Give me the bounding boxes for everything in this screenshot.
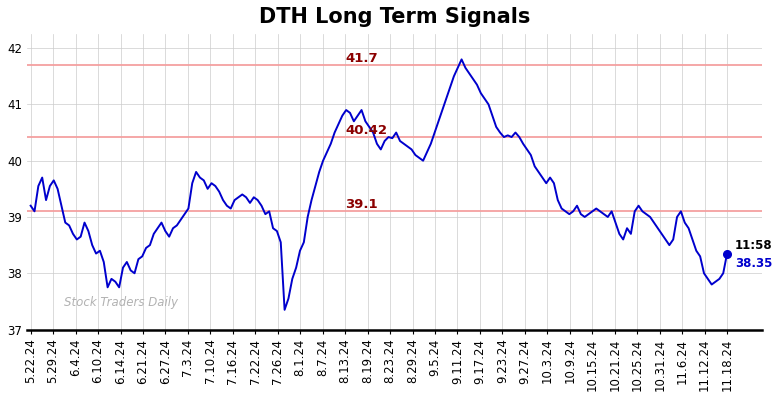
Text: 41.7: 41.7 bbox=[345, 52, 378, 64]
Text: 38.35: 38.35 bbox=[735, 257, 772, 270]
Text: 40.42: 40.42 bbox=[345, 124, 387, 137]
Text: 39.1: 39.1 bbox=[345, 198, 378, 211]
Title: DTH Long Term Signals: DTH Long Term Signals bbox=[259, 7, 530, 27]
Text: 11:58: 11:58 bbox=[735, 239, 772, 252]
Text: Stock Traders Daily: Stock Traders Daily bbox=[64, 296, 177, 309]
